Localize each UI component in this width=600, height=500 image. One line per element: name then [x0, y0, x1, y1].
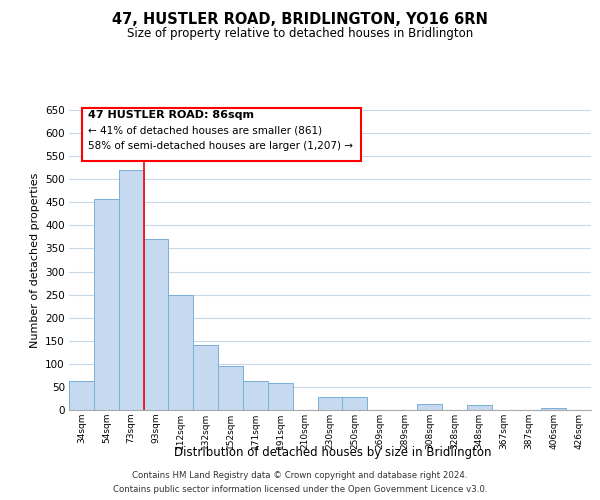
- Bar: [169, 294, 193, 410]
- Text: 47 HUSTLER ROAD: 86sqm: 47 HUSTLER ROAD: 86sqm: [88, 110, 254, 120]
- Bar: [317, 396, 343, 410]
- Bar: [69, 381, 94, 410]
- Bar: [243, 382, 268, 410]
- Text: 58% of semi-detached houses are larger (1,207) →: 58% of semi-detached houses are larger (…: [88, 140, 353, 150]
- Bar: [143, 239, 169, 410]
- Bar: [541, 408, 566, 410]
- Bar: [343, 396, 367, 410]
- Bar: [268, 383, 293, 410]
- Bar: [193, 345, 218, 410]
- Text: Size of property relative to detached houses in Bridlington: Size of property relative to detached ho…: [127, 28, 473, 40]
- Bar: [94, 198, 119, 410]
- Bar: [218, 366, 243, 410]
- Text: Distribution of detached houses by size in Bridlington: Distribution of detached houses by size …: [174, 446, 492, 459]
- Text: Contains HM Land Registry data © Crown copyright and database right 2024.
Contai: Contains HM Land Registry data © Crown c…: [113, 472, 487, 494]
- Bar: [417, 404, 442, 410]
- Y-axis label: Number of detached properties: Number of detached properties: [29, 172, 40, 348]
- Text: 47, HUSTLER ROAD, BRIDLINGTON, YO16 6RN: 47, HUSTLER ROAD, BRIDLINGTON, YO16 6RN: [112, 12, 488, 28]
- Bar: [467, 406, 491, 410]
- Text: ← 41% of detached houses are smaller (861): ← 41% of detached houses are smaller (86…: [88, 126, 322, 136]
- Bar: [119, 170, 143, 410]
